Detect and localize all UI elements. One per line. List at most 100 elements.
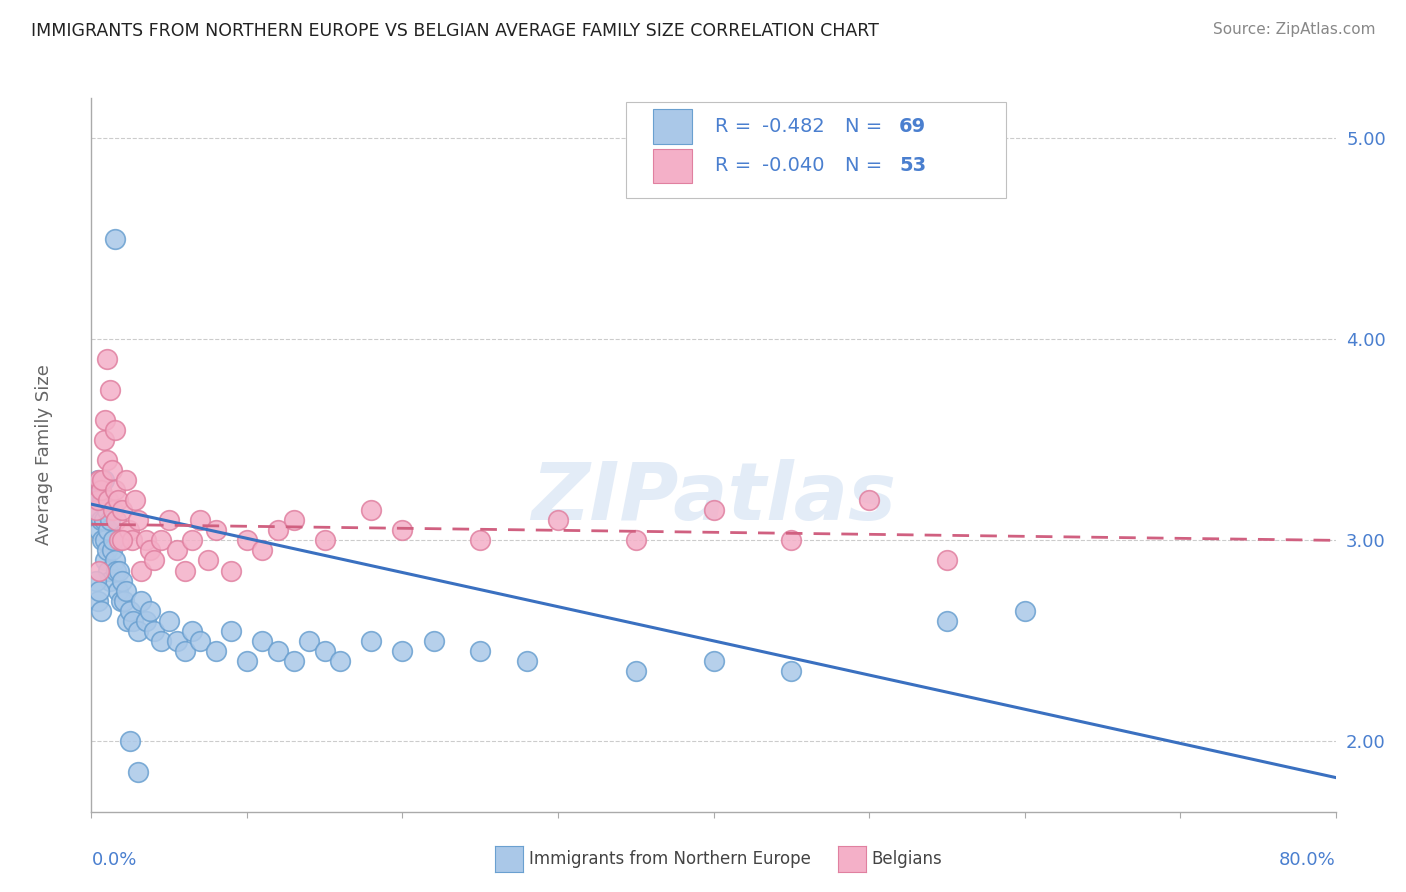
Point: [221, 624, 243, 638]
Point: [111, 533, 134, 548]
Point: [173, 644, 195, 658]
Point: [391, 644, 413, 658]
Point: [86, 593, 108, 607]
Point: [96, 543, 118, 558]
FancyBboxPatch shape: [652, 110, 692, 144]
Point: [157, 614, 180, 628]
FancyBboxPatch shape: [627, 102, 1005, 198]
Point: [118, 524, 141, 538]
Point: [84, 493, 107, 508]
Text: 69: 69: [898, 117, 927, 136]
Point: [97, 524, 120, 538]
Point: [314, 533, 336, 548]
Text: Source: ZipAtlas.com: Source: ZipAtlas.com: [1212, 22, 1375, 37]
Point: [124, 493, 146, 508]
Point: [267, 644, 290, 658]
Point: [105, 564, 128, 578]
Point: [89, 564, 111, 578]
Text: Immigrants from Northern Europe: Immigrants from Northern Europe: [529, 850, 810, 868]
Point: [360, 503, 382, 517]
Point: [108, 533, 131, 548]
Text: ZIPatlas: ZIPatlas: [531, 458, 896, 537]
Point: [91, 533, 114, 548]
Point: [127, 624, 149, 638]
Point: [98, 383, 121, 397]
Text: -0.482: -0.482: [762, 117, 825, 136]
Point: [150, 633, 173, 648]
Point: [127, 764, 149, 779]
Point: [780, 533, 803, 548]
Text: R =: R =: [714, 156, 758, 175]
Point: [624, 533, 647, 548]
Point: [935, 614, 957, 628]
Point: [94, 533, 117, 548]
Point: [93, 433, 115, 447]
Point: [114, 583, 136, 598]
Point: [122, 614, 145, 628]
Point: [120, 604, 142, 618]
Point: [422, 633, 444, 648]
Point: [90, 483, 112, 497]
Point: [110, 593, 132, 607]
Point: [329, 654, 352, 668]
Point: [470, 533, 492, 548]
Point: [114, 473, 136, 487]
Point: [89, 524, 111, 538]
Point: [98, 513, 121, 527]
Point: [94, 553, 117, 567]
Point: [90, 604, 112, 618]
Point: [205, 644, 228, 658]
Point: [104, 423, 127, 437]
Point: [89, 583, 111, 598]
Point: [96, 503, 118, 517]
Point: [107, 583, 129, 598]
Point: [120, 734, 142, 748]
Point: [173, 564, 195, 578]
Point: [90, 513, 112, 527]
Point: [166, 543, 188, 558]
Point: [93, 513, 115, 527]
Point: [129, 564, 152, 578]
Point: [112, 593, 135, 607]
Point: [142, 624, 165, 638]
Point: [283, 513, 305, 527]
Point: [252, 633, 274, 648]
Point: [181, 533, 204, 548]
Point: [104, 483, 127, 497]
Point: [101, 503, 124, 517]
Point: [360, 633, 382, 648]
Point: [89, 473, 111, 487]
Point: [547, 513, 569, 527]
Point: [96, 453, 118, 467]
Text: 0.0%: 0.0%: [91, 851, 136, 869]
Text: N =: N =: [845, 156, 889, 175]
Point: [858, 493, 880, 508]
Point: [139, 604, 162, 618]
Text: IMMIGRANTS FROM NORTHERN EUROPE VS BELGIAN AVERAGE FAMILY SIZE CORRELATION CHART: IMMIGRANTS FROM NORTHERN EUROPE VS BELGI…: [31, 22, 879, 40]
Point: [104, 553, 127, 567]
Point: [91, 473, 114, 487]
Point: [702, 503, 725, 517]
Point: [470, 644, 492, 658]
Point: [98, 574, 121, 588]
Point: [111, 574, 134, 588]
Point: [236, 533, 259, 548]
Point: [100, 463, 122, 477]
Point: [252, 543, 274, 558]
Point: [188, 513, 211, 527]
Point: [221, 564, 243, 578]
Point: [391, 524, 413, 538]
Point: [115, 614, 138, 628]
Point: [188, 633, 211, 648]
Point: [181, 624, 204, 638]
Point: [90, 483, 112, 497]
Point: [86, 493, 108, 508]
Point: [283, 654, 305, 668]
Text: 53: 53: [898, 156, 927, 175]
Point: [86, 473, 108, 487]
Text: N =: N =: [845, 117, 889, 136]
Text: R =: R =: [714, 117, 758, 136]
Point: [121, 533, 143, 548]
Point: [108, 564, 131, 578]
Point: [97, 493, 120, 508]
